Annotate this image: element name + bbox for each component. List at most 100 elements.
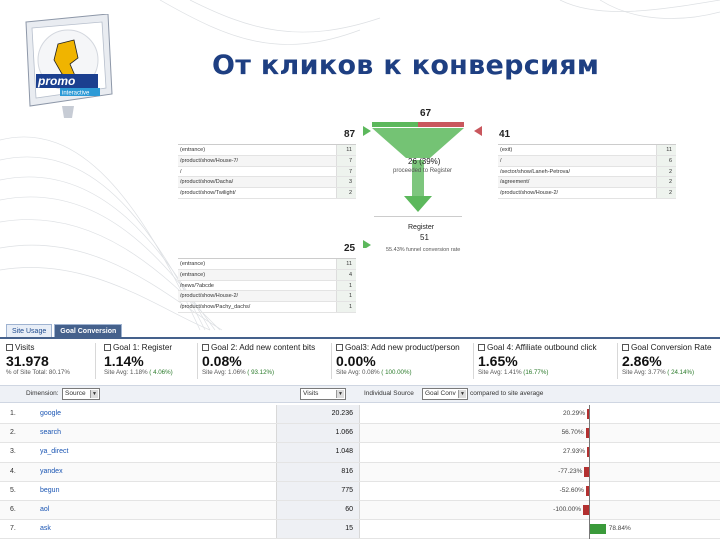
funnel-conversion-text: 55.43% funnel conversion rate: [386, 247, 461, 253]
funnel-table-page[interactable]: (entrance): [180, 271, 206, 278]
funnel-table-count: 1: [348, 304, 352, 311]
svg-text:promo: promo: [37, 74, 75, 88]
source-link[interactable]: ask: [40, 525, 51, 533]
funnel-middle-count: 26 (39%): [408, 157, 441, 166]
funnel-table-page[interactable]: /product/show/Dacha/: [180, 179, 234, 186]
table-row: 4. yandex 816 -77.23%: [0, 462, 720, 482]
metric-label: Goal 2: Add new content bits: [211, 343, 316, 352]
table-row: 2. search 1.066 56.70%: [0, 424, 720, 444]
funnel-diagram: [363, 122, 482, 248]
individual-source-label: Individual Source: [364, 390, 414, 397]
funnel-table-page[interactable]: /product/show/House-7/: [180, 157, 239, 164]
funnel-right-count: 41: [499, 129, 511, 140]
funnel-table-count: 1: [348, 293, 352, 300]
chevron-down-icon: ▼: [336, 390, 344, 398]
value-column-bg: [336, 166, 356, 177]
negative-bar: [587, 409, 589, 419]
funnel-table-page[interactable]: (entrance): [180, 147, 206, 153]
metric-sub: Site Avg: 3.77%: [622, 369, 668, 376]
funnel-table-page[interactable]: /: [180, 168, 182, 175]
funnel-table-page[interactable]: (exit): [500, 147, 513, 153]
value-column-bg: [336, 188, 356, 198]
funnel-table-row: /product/show/Dacha/3: [178, 177, 356, 189]
funnel-table-count: 1: [348, 282, 352, 289]
visits-cell: 775: [276, 481, 360, 500]
metric-sub-highlight: ( 4.06%): [149, 369, 173, 376]
funnel-table-row: /product/show/Pachy_dachs/1: [178, 302, 356, 313]
visits-value: 1.066: [335, 429, 353, 437]
value-column-bg: [656, 145, 676, 155]
funnel-table-row: /product/show/House-2/2: [498, 188, 676, 199]
funnel-table-row: (entrance) 11: [178, 259, 356, 270]
metric-checkbox[interactable]: [622, 344, 629, 352]
metric-value: 1.14%: [104, 353, 144, 369]
funnel-table-row: /7: [178, 166, 356, 178]
promo-logo: promo interactive: [25, 14, 113, 118]
source-link[interactable]: google: [40, 410, 62, 417]
value-column-bg: [656, 155, 676, 166]
funnel-table-count: 7: [348, 168, 352, 175]
chevron-down-icon: ▼: [90, 390, 98, 398]
funnel-left-count: 87: [344, 129, 356, 140]
funnel-table-page[interactable]: /product/show/House-2/: [180, 293, 239, 300]
source-link[interactable]: search: [40, 429, 62, 437]
metric-sub-highlight: ( 100.00%): [381, 369, 412, 376]
metric-label: Goal Conversion Rate: [631, 343, 712, 352]
source-table: 1. google 20.236 20.29% 2. search 1.066 56.70% 3…: [0, 405, 720, 540]
funnel-table-row: (exit) 11: [498, 145, 676, 156]
source-link[interactable]: ya_direct: [40, 448, 69, 456]
source-link[interactable]: aol: [40, 505, 50, 513]
visits-value: 1.048: [335, 448, 353, 456]
dimension-label: Dimension:: [26, 390, 59, 397]
value-column-bg: [336, 269, 356, 280]
visits-value: 60: [345, 505, 353, 513]
metric-checkbox[interactable]: [6, 344, 13, 352]
negative-bar: [584, 466, 589, 477]
funnel-table-page[interactable]: /sector/show/Laneh-Petrova/: [500, 168, 571, 175]
metric-select[interactable]: Visits ▼: [300, 388, 346, 400]
compare-text: compared to site average: [470, 390, 544, 397]
metric-checkbox[interactable]: [104, 344, 111, 352]
dimension-select-value: Source: [65, 390, 86, 397]
funnel-table-page[interactable]: /product/show/Twilight/: [180, 190, 236, 197]
value-column-bg: [336, 280, 356, 291]
metric-checkbox[interactable]: [478, 344, 485, 352]
metric-checkbox[interactable]: [202, 344, 209, 352]
metrics-bar: Visits 31.978 % of Site Total: 80.17% Go…: [0, 343, 720, 379]
metric-sub: Site Avg: 1.06%: [202, 369, 248, 376]
metric-goal4: Goal 4: Affiliate outbound click 1.65% S…: [476, 343, 618, 379]
row-index: 4.: [10, 467, 16, 475]
funnel-table-page[interactable]: /product/show/Pachy_dachs/: [180, 304, 251, 311]
source-link[interactable]: begun: [40, 486, 60, 494]
funnel-middle-label: proceeded to Register: [393, 168, 453, 174]
value-column-bg: [336, 177, 356, 188]
metric-sub-highlight: ( 24.14%): [667, 369, 695, 376]
visits-value: 775: [341, 486, 353, 494]
value-column-bg: [656, 177, 676, 188]
dimension-select[interactable]: Source ▼: [62, 388, 100, 400]
comparison-percent: 56.70%: [561, 429, 584, 437]
funnel-table-page[interactable]: /agreement/: [500, 179, 530, 186]
funnel-table-count: 2: [668, 190, 672, 197]
compare-select[interactable]: Goal Conv ▼: [422, 388, 468, 400]
tab-site-usage[interactable]: Site Usage: [6, 324, 53, 338]
funnel-table-page[interactable]: /product/show/House-2/: [500, 190, 559, 197]
negative-bar: [585, 485, 589, 496]
funnel-table-page[interactable]: /: [500, 157, 502, 164]
funnel-table-row: /sector/show/Laneh-Petrova/2: [498, 166, 676, 178]
funnel-table-count: 11: [346, 261, 352, 267]
value-column-bg: [656, 166, 676, 177]
visits-cell: 1.048: [276, 443, 360, 462]
comparison-percent: 20.29%: [562, 410, 585, 417]
funnel-table-row: /product/show/Twilight/2: [178, 188, 356, 199]
funnel-table-count: 11: [666, 147, 672, 153]
source-link[interactable]: yandex: [40, 467, 63, 475]
metric-checkbox[interactable]: [336, 344, 343, 352]
metric-label: Visits: [15, 343, 35, 352]
funnel-table-page[interactable]: (entrance): [180, 261, 206, 267]
metric-sub: Site Avg: 1.18%: [104, 369, 150, 376]
comparison-percent: 27.93%: [562, 448, 585, 456]
tab-goal-conversion[interactable]: Goal Conversion: [54, 324, 123, 338]
funnel-table-page[interactable]: /news/?abcde: [180, 282, 214, 289]
